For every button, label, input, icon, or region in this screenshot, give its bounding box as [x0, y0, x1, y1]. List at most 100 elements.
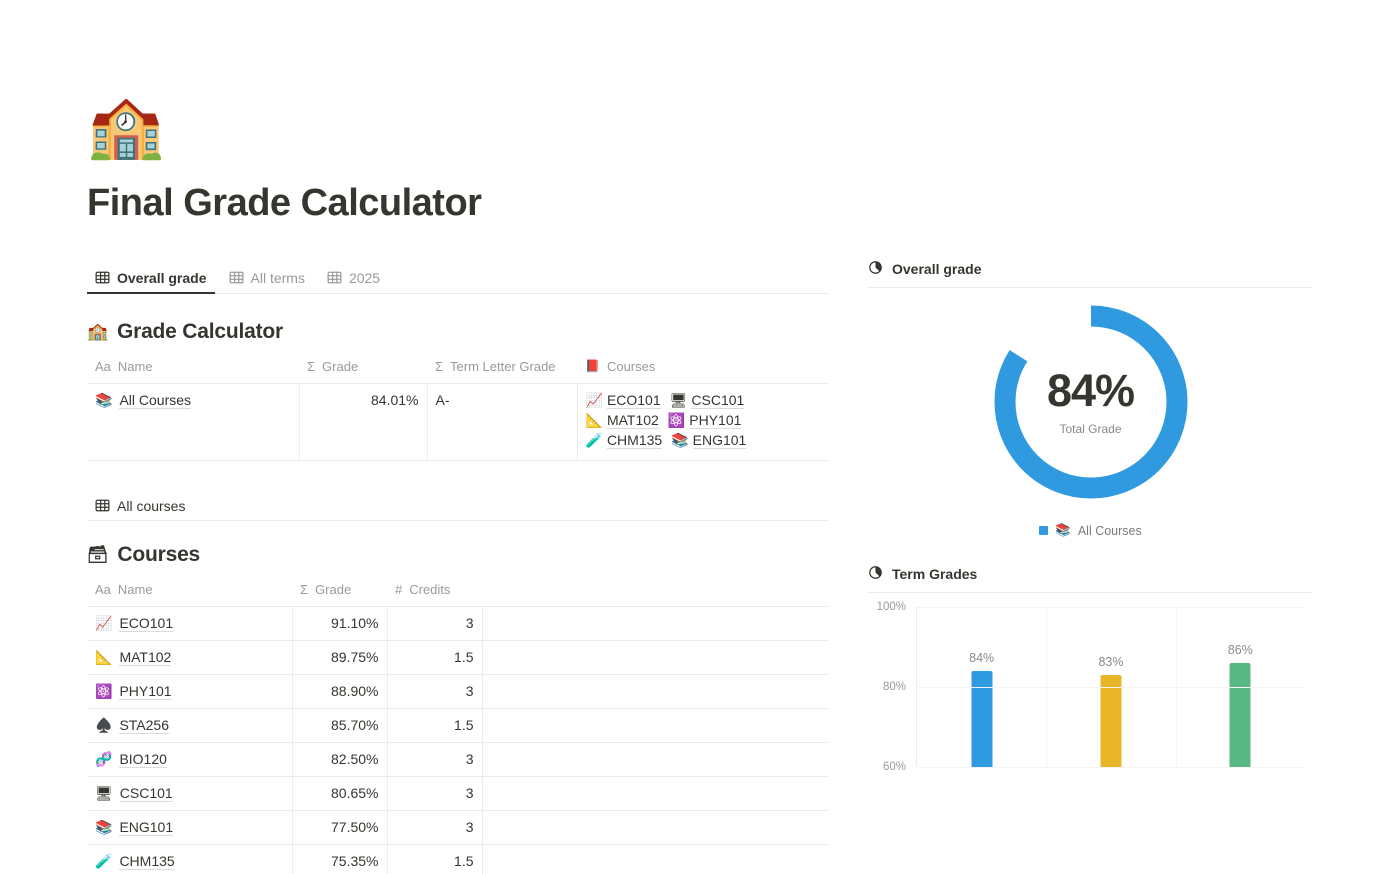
cell-grade[interactable]: 85.70%	[292, 708, 388, 743]
gridline	[917, 687, 1305, 688]
cell-empty[interactable]	[482, 708, 829, 743]
cell-name[interactable]: 📈 ECO101	[87, 606, 293, 641]
relation-emoji-icon: 🧪	[585, 431, 603, 448]
cell-courses-relation[interactable]: 📈 ECO101 🖥 CSC101 📐 MAT102 ⚛️ PHY101 🧪 CHM135 📚 ENG…	[577, 383, 829, 461]
donut-center-labels: 84% Total Grade	[993, 304, 1189, 500]
table-icon	[95, 498, 110, 513]
bar[interactable]	[971, 671, 993, 767]
table-header-row: Aa Name Σ Grade # Credits	[87, 577, 829, 607]
courses-table: Aa Name Σ Grade # Credits 📈 ECO101 91.10% 3 📐 MA…	[87, 577, 829, 874]
relation-tag[interactable]: 🖥 CSC101	[670, 392, 745, 409]
cell-name[interactable]: 📚 All Courses	[87, 383, 300, 461]
cell-empty[interactable]	[482, 844, 829, 874]
table-row[interactable]: 📚 ENG101 77.50% 3	[87, 810, 829, 845]
term-grades-panel-header: Term Grades	[868, 565, 1313, 593]
cell-name[interactable]: 🧪 CHM135	[87, 844, 293, 874]
cell-empty[interactable]	[482, 810, 829, 845]
school-building-icon: 🏫	[87, 321, 108, 341]
cell-credits[interactable]: 3	[387, 810, 483, 845]
cell-name[interactable]: 🖥 CSC101	[87, 776, 293, 811]
legend-emoji-icon: 📚	[1055, 523, 1071, 537]
column-header-name[interactable]: Aa Name	[87, 354, 299, 384]
page-icon-emoji[interactable]: 🏫	[87, 92, 165, 161]
table-row[interactable]: 🖥 CSC101 80.65% 3	[87, 776, 829, 811]
bar-value-label: 83%	[1098, 655, 1124, 669]
cell-grade[interactable]: 75.35%	[292, 844, 388, 874]
column-header-courses[interactable]: 📕 Courses	[577, 354, 829, 384]
cell-grade[interactable]: 89.75%	[292, 640, 388, 675]
column-header-name[interactable]: Aa Name	[87, 577, 292, 607]
row-emoji-icon: 🖥	[95, 784, 113, 801]
relation-tag[interactable]: 📈 ECO101	[586, 392, 661, 409]
row-title: BIO120	[119, 750, 167, 768]
relation-tag[interactable]: 📚 ENG101	[671, 432, 747, 449]
pie-chart-icon	[868, 260, 883, 278]
row-title: CSC101	[119, 784, 173, 802]
column-label: Credits	[409, 581, 451, 597]
column-header-credits[interactable]: # Credits	[387, 577, 482, 607]
column-label: Name	[117, 358, 153, 374]
donut-value: 84%	[1046, 365, 1135, 416]
cell-name[interactable]: 🧬 BIO120	[87, 742, 293, 777]
bar-value-label: 86%	[1227, 643, 1253, 657]
relation-label: MAT102	[606, 411, 659, 429]
cell-name[interactable]: ⚛️ PHY101	[87, 674, 293, 709]
cell-grade[interactable]: 80.65%	[292, 776, 388, 811]
cell-grade[interactable]: 84.01%	[299, 383, 428, 461]
relation-tag[interactable]: ⚛️ PHY101	[668, 412, 742, 429]
table-row[interactable]: 📐 MAT102 89.75% 1.5	[87, 640, 829, 675]
tab-overall-grade[interactable]: Overall grade	[87, 269, 215, 294]
cell-grade[interactable]: 88.90%	[292, 674, 388, 709]
column-label: Grade	[322, 358, 359, 374]
cell-credits[interactable]: 1.5	[387, 844, 483, 874]
table-row[interactable]: 📈 ECO101 91.10% 3	[87, 606, 829, 641]
cell-term-letter-grade[interactable]: A-	[427, 383, 578, 461]
cell-grade[interactable]: 77.50%	[292, 810, 388, 845]
cell-empty[interactable]	[482, 742, 829, 777]
bar-value-label: 84%	[969, 651, 995, 665]
relation-label: ECO101	[606, 391, 661, 409]
column-label: Courses	[606, 358, 656, 374]
table-row[interactable]: ⚛️ PHY101 88.90% 3	[87, 674, 829, 709]
bar-group: 84%	[917, 607, 1046, 767]
cell-credits[interactable]: 3	[387, 742, 483, 777]
cell-credits[interactable]: 3	[387, 674, 483, 709]
card-box-icon: 🗃	[87, 544, 109, 564]
bar-group: 86%	[1176, 607, 1305, 767]
column-header-grade[interactable]: Σ Grade	[292, 577, 387, 607]
cell-credits[interactable]: 1.5	[387, 640, 483, 675]
cell-grade[interactable]: 82.50%	[292, 742, 388, 777]
page-title: Final Grade Calculator	[87, 182, 482, 224]
cell-empty[interactable]	[482, 674, 829, 709]
cell-name[interactable]: 📐 MAT102	[87, 640, 293, 675]
cell-credits[interactable]: 3	[387, 776, 483, 811]
column-header-grade[interactable]: Σ Grade	[299, 354, 427, 384]
bar[interactable]	[1229, 663, 1251, 767]
table-row[interactable]: ♠️ STA256 85.70% 1.5	[87, 708, 829, 743]
cell-name[interactable]: ♠️ STA256	[87, 708, 293, 743]
cell-credits[interactable]: 1.5	[387, 708, 483, 743]
grade-calculator-title: Grade Calculator	[116, 319, 283, 343]
relation-tag[interactable]: 🧪 CHM135	[586, 432, 663, 449]
table-row[interactable]: 🧬 BIO120 82.50% 3	[87, 742, 829, 777]
gridline	[917, 767, 1305, 768]
tab-2025[interactable]: 2025	[319, 270, 388, 293]
table-row[interactable]: 📚 All Courses 84.01% A- 📈 ECO101 🖥 CSC101 📐 MA…	[87, 383, 829, 461]
tab-all-courses[interactable]: All courses	[87, 498, 193, 520]
column-label: Term Letter Grade	[450, 358, 556, 374]
column-header-term-letter-grade[interactable]: Σ Term Letter Grade	[427, 354, 577, 384]
cell-empty[interactable]	[482, 640, 829, 675]
cell-grade[interactable]: 91.10%	[292, 606, 388, 641]
tab-all-terms[interactable]: All terms	[221, 270, 313, 293]
cell-name[interactable]: 📚 ENG101	[87, 810, 293, 845]
tab-label: Overall grade	[117, 269, 207, 286]
cell-credits[interactable]: 3	[387, 606, 483, 641]
cell-empty[interactable]	[482, 776, 829, 811]
table-row[interactable]: 🧪 CHM135 75.35% 1.5	[87, 844, 829, 874]
row-emoji-icon: 📚	[95, 391, 113, 408]
relation-tag[interactable]: 📐 MAT102	[586, 412, 659, 429]
table-icon	[327, 270, 342, 285]
donut-ring[interactable]: 84% Total Grade	[993, 304, 1189, 500]
bar[interactable]	[1100, 675, 1122, 767]
cell-empty[interactable]	[482, 606, 829, 641]
